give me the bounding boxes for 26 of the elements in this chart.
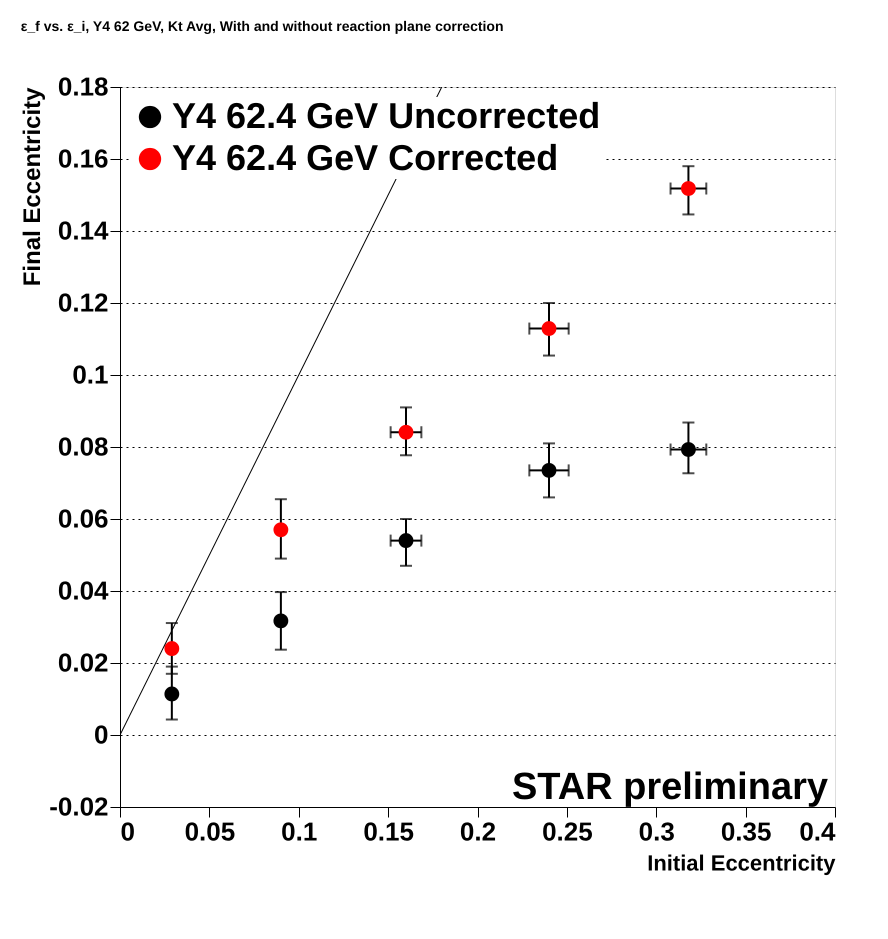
y-tick-label: 0.12 <box>58 288 108 318</box>
y-tick-label: 0.16 <box>58 144 108 174</box>
y-tick-label: 0.18 <box>58 72 108 102</box>
x-tick-label: 0.4 <box>799 816 836 846</box>
y-tick-label: 0.08 <box>58 432 108 462</box>
y-tick-label: 0.04 <box>58 576 110 606</box>
y-axis-title: Final Eccentricity <box>19 86 46 286</box>
x-tick-label: 0.1 <box>281 816 318 846</box>
legend-label: Y4 62.4 GeV Uncorrected <box>172 95 600 136</box>
x-axis-title: Initial Eccentricity <box>647 850 836 876</box>
x-tick-label: 0.3 <box>638 816 675 846</box>
chart-title: ε_f vs. ε_i, Y4 62 GeV, Kt Avg, With and without reaction plane correction <box>20 18 504 34</box>
legend-label: Y4 62.4 GeV Corrected <box>172 137 558 178</box>
x-tick-label: 0 <box>120 816 135 846</box>
y-tick-label: -0.02 <box>49 792 108 822</box>
x-tick-label: 0.15 <box>363 816 414 846</box>
y-tick-label: 0.06 <box>58 504 108 534</box>
y-tick-label: 0.1 <box>72 360 108 390</box>
y-tick-label: 0 <box>94 720 108 750</box>
x-tick-label: 0.2 <box>460 816 496 846</box>
y-tick-label: 0.02 <box>58 648 108 678</box>
x-tick-label: 0.05 <box>184 816 236 846</box>
x-tick-label: 0.25 <box>542 816 593 846</box>
y-tick-label: 0.14 <box>58 216 110 246</box>
x-tick-label: 0.35 <box>720 816 772 846</box>
annotation: STAR preliminary <box>512 766 828 808</box>
